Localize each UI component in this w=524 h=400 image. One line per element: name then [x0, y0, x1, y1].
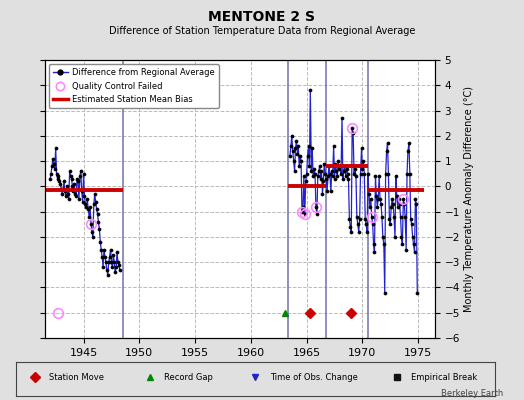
Text: Empirical Break: Empirical Break [411, 373, 477, 382]
Text: Time of Obs. Change: Time of Obs. Change [270, 373, 358, 382]
Text: MENTONE 2 S: MENTONE 2 S [209, 10, 315, 24]
Text: Difference of Station Temperature Data from Regional Average: Difference of Station Temperature Data f… [109, 26, 415, 36]
Legend: Difference from Regional Average, Quality Control Failed, Estimated Station Mean: Difference from Regional Average, Qualit… [49, 64, 219, 108]
Text: Record Gap: Record Gap [165, 373, 213, 382]
Y-axis label: Monthly Temperature Anomaly Difference (°C): Monthly Temperature Anomaly Difference (… [464, 86, 474, 312]
Text: Berkeley Earth: Berkeley Earth [441, 389, 503, 398]
Text: Station Move: Station Move [49, 373, 104, 382]
